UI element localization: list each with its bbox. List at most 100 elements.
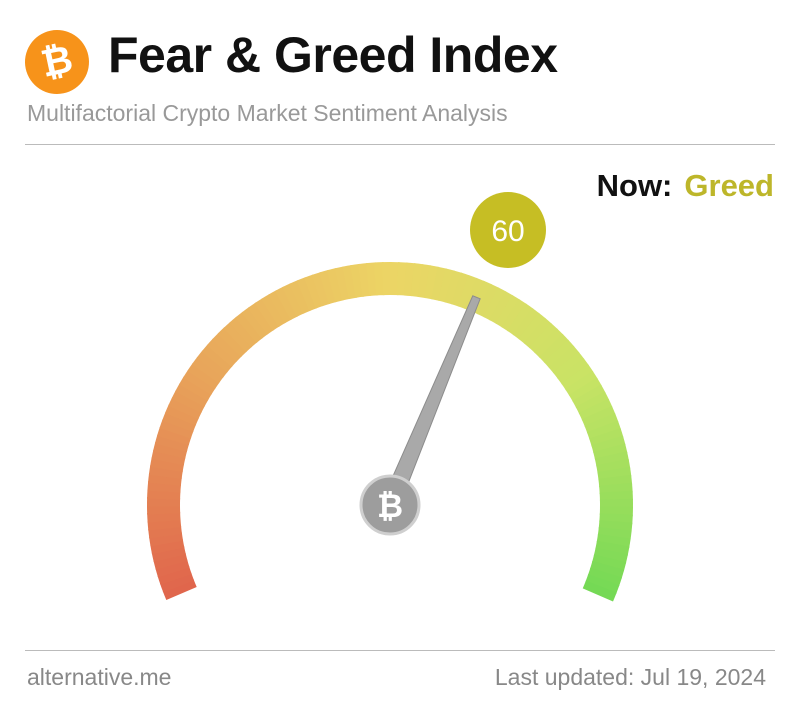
gauge-arc-segment [217, 327, 248, 358]
gauge-arc-segment [319, 269, 337, 305]
gauge-arc-segment [178, 376, 212, 401]
gauge-arc-segment [229, 316, 258, 348]
gauge-arc-segment [523, 317, 553, 349]
gauge-arc-segment [584, 413, 619, 434]
gauge-arc-segment [457, 275, 478, 310]
needle-hub [359, 474, 421, 536]
gauge-arc-segment [296, 277, 318, 312]
gauge-arc-segment [437, 268, 455, 303]
gauge-arc-segment [495, 294, 521, 328]
gauge-arc-segment [589, 428, 624, 447]
gauge-arc-segment [424, 265, 440, 300]
value-bubble [470, 192, 546, 268]
gauge-arc-segment [326, 268, 344, 303]
last-updated: Last updated: Jul 19, 2024 [494, 664, 766, 690]
gauge-arc-segment [597, 527, 632, 541]
gauge-arc-segment [147, 505, 181, 515]
gauge-arc-segment [587, 567, 622, 587]
current-status: Now: Greed [597, 168, 774, 204]
gauge-arc-segment [261, 293, 286, 327]
gauge-arc-segment [147, 511, 181, 523]
gauge-arc [147, 262, 633, 602]
gauge-arc-segment [235, 311, 263, 344]
footer-divider [25, 650, 775, 651]
gauge-arc-segment [157, 426, 192, 446]
gauge-arc-segment [148, 473, 182, 486]
gauge-arc-segment [543, 339, 575, 369]
gauge-arc-segment [157, 566, 192, 586]
gauge-arc-segment [561, 364, 594, 391]
gauge-arc-segment [165, 404, 199, 426]
gauge-arc-segment [575, 391, 610, 415]
gauge-arc-segment [159, 419, 194, 439]
gauge-arc-segment [223, 321, 253, 353]
gauge-arc-segment [382, 262, 392, 296]
gauge-arc-segment [582, 580, 617, 602]
gauge-arc-segment [168, 397, 202, 420]
gauge-arc-segment [268, 290, 292, 324]
gauge-arc-segment [154, 434, 190, 452]
gauge-arc-segment [599, 490, 633, 502]
gauge-arc-segment [254, 298, 280, 331]
gauge-arc-segment [581, 405, 616, 428]
gauge-arc-segment [557, 357, 590, 385]
gauge-arc-segment [183, 369, 216, 395]
gauge-arc-segment [431, 266, 448, 301]
gauge-arc-segment [162, 411, 197, 433]
gauge-arc-segment [596, 533, 631, 549]
gauge-arc-segment [599, 498, 633, 509]
gauge-arc-segment [501, 298, 527, 332]
gauge-arc-segment [155, 559, 190, 578]
value-label: 60 [491, 215, 524, 248]
header-divider [25, 144, 775, 145]
now-label: Now: [596, 168, 673, 203]
gauge-arc-segment [591, 554, 627, 572]
page-title: Fear & Greed Index [108, 27, 558, 83]
gauge-arc-segment [590, 561, 625, 580]
gauge-arc-segment [171, 389, 206, 414]
gauge-arc-segment [593, 443, 628, 460]
gauge-arc-segment [417, 264, 432, 299]
gauge-arc-segment [212, 332, 243, 363]
page-subtitle: Multifactorial Crypto Market Sentiment A… [27, 100, 508, 126]
gauge-arc-segment [150, 539, 185, 555]
gauge-arc-segment [274, 286, 299, 321]
gauge-arc-segment [153, 552, 188, 570]
gauge-arc-segment [594, 451, 629, 467]
gauge-arc-segment [534, 328, 564, 359]
needle-hub-bitcoin-icon: ₿ [377, 488, 403, 524]
classification-label: Greed [684, 168, 774, 203]
gauge-arc-segment [374, 262, 385, 296]
gauge-arc-segment [162, 579, 197, 600]
gauge-arc-segment [289, 280, 311, 314]
gauge-arc-segment [151, 546, 186, 563]
gauge-arc-segment [578, 398, 613, 421]
gauge-arc-segment [489, 290, 514, 325]
gauge-arc-segment [160, 572, 195, 593]
gauge-arc-segment [477, 283, 500, 318]
gauge-arc-segment [342, 265, 358, 300]
gauge-arc-segment [175, 383, 209, 407]
gauge-arc-segment [282, 283, 305, 317]
gauge-arc-segment [150, 457, 185, 473]
gauge-arc-segment [187, 362, 220, 390]
gauge-arc-segment [572, 384, 606, 409]
gauge-arc-segment [444, 270, 463, 305]
gauge-arc-segment [304, 274, 324, 309]
gauge-arc-segment [410, 263, 424, 298]
source-link[interactable]: alternative.me [27, 664, 172, 690]
gauge-arc-segment [591, 435, 626, 454]
gauge-arc-segment [148, 465, 183, 479]
gauge-arc-segment [568, 377, 602, 403]
gauge-arc-segment [585, 574, 620, 595]
gauge-arc-segment [147, 497, 181, 507]
gauge-arc-segment [483, 287, 507, 321]
gauge-arc-segment [528, 322, 558, 354]
gauge-arc-segment [334, 266, 351, 301]
gauge-arc-segment [539, 333, 570, 364]
gauge-arc-segment [565, 370, 598, 397]
gauge-arc-segment [518, 312, 547, 345]
gauge-arc-segment [548, 345, 580, 374]
gauge-arc-segment [512, 307, 540, 340]
